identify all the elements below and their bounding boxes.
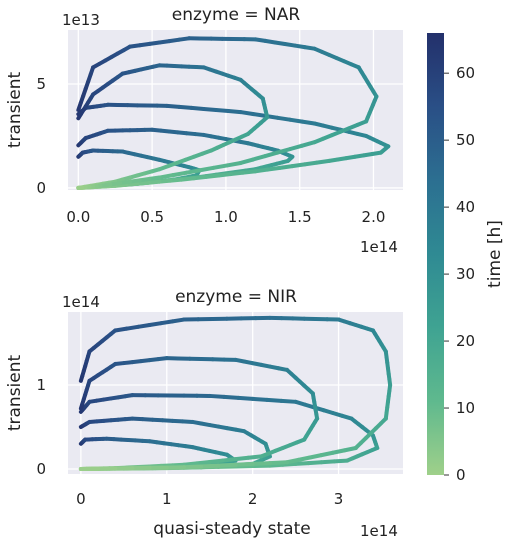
- x-tick-label: 0: [76, 490, 86, 508]
- series-segment: [267, 400, 281, 401]
- x-tick-label: 0.5: [140, 208, 164, 226]
- series-segment: [224, 397, 238, 398]
- y-offset-label: 1e13: [62, 11, 100, 29]
- colorbar-tick-label: 50: [456, 131, 475, 149]
- x-tick-labels: 0.0 0.5 1.0 1.5 2.0: [66, 208, 385, 226]
- colorbar-gradient: [427, 33, 444, 475]
- x-offset-label: 1e14: [360, 522, 398, 540]
- y-tick-label: 5: [36, 75, 46, 93]
- chart-title: enzyme = NAR: [172, 5, 301, 25]
- y-axis-label: transient: [5, 355, 25, 432]
- colorbar-tick-label: 40: [456, 198, 475, 216]
- series-segment: [214, 165, 228, 167]
- series-segment: [253, 399, 267, 400]
- series-segment: [227, 163, 241, 165]
- y-tick-labels: 01: [36, 376, 46, 478]
- series-segment: [159, 175, 173, 177]
- x-tick-label: 1.0: [214, 208, 238, 226]
- colorbar-tick-label: 10: [456, 399, 475, 417]
- x-tick-label: 2: [248, 490, 258, 508]
- y-offset-label: 1e14: [62, 293, 100, 311]
- colorbar-tick-label: 0: [456, 466, 466, 484]
- series-segment: [187, 170, 201, 172]
- series-segment: [238, 398, 252, 399]
- x-tick-labels: 0 1 2 3: [76, 490, 343, 508]
- x-tick-label: 0.0: [66, 208, 90, 226]
- y-tick-label: 0: [36, 179, 46, 197]
- x-tick-label: 1.5: [288, 208, 312, 226]
- colorbar-tick-label: 30: [456, 265, 475, 283]
- chart-title: enzyme = NIR: [175, 287, 297, 307]
- series-segment: [200, 168, 214, 170]
- y-tick-label: 0: [36, 460, 46, 478]
- series-segment: [184, 466, 201, 467]
- x-tick-label: 1: [162, 490, 172, 508]
- series-segment: [270, 462, 287, 463]
- series-segment: [218, 465, 235, 466]
- series-segment: [201, 466, 218, 467]
- x-tick-label: 3: [334, 490, 344, 508]
- y-tick-label: 1: [36, 376, 46, 394]
- colorbar: 0 10 20 30 40 50 60 time [h]: [427, 33, 505, 484]
- x-axis-label: quasi-steady state: [153, 519, 310, 539]
- colorbar-tick-label: 20: [456, 332, 475, 350]
- y-tick-labels: 05: [36, 75, 46, 197]
- series-segment: [210, 396, 224, 397]
- series-segment: [173, 173, 187, 175]
- y-axis-label: transient: [5, 72, 25, 149]
- series-segment: [236, 464, 253, 465]
- series-segment: [253, 463, 270, 464]
- colorbar-label: time [h]: [485, 220, 505, 288]
- colorbar-tick-label: 60: [456, 64, 475, 82]
- x-tick-label: 2.0: [362, 208, 386, 226]
- colorbar-tick-labels: 0 10 20 30 40 50 60: [444, 64, 475, 484]
- x-offset-label: 1e14: [360, 238, 398, 256]
- series-segment: [281, 401, 295, 402]
